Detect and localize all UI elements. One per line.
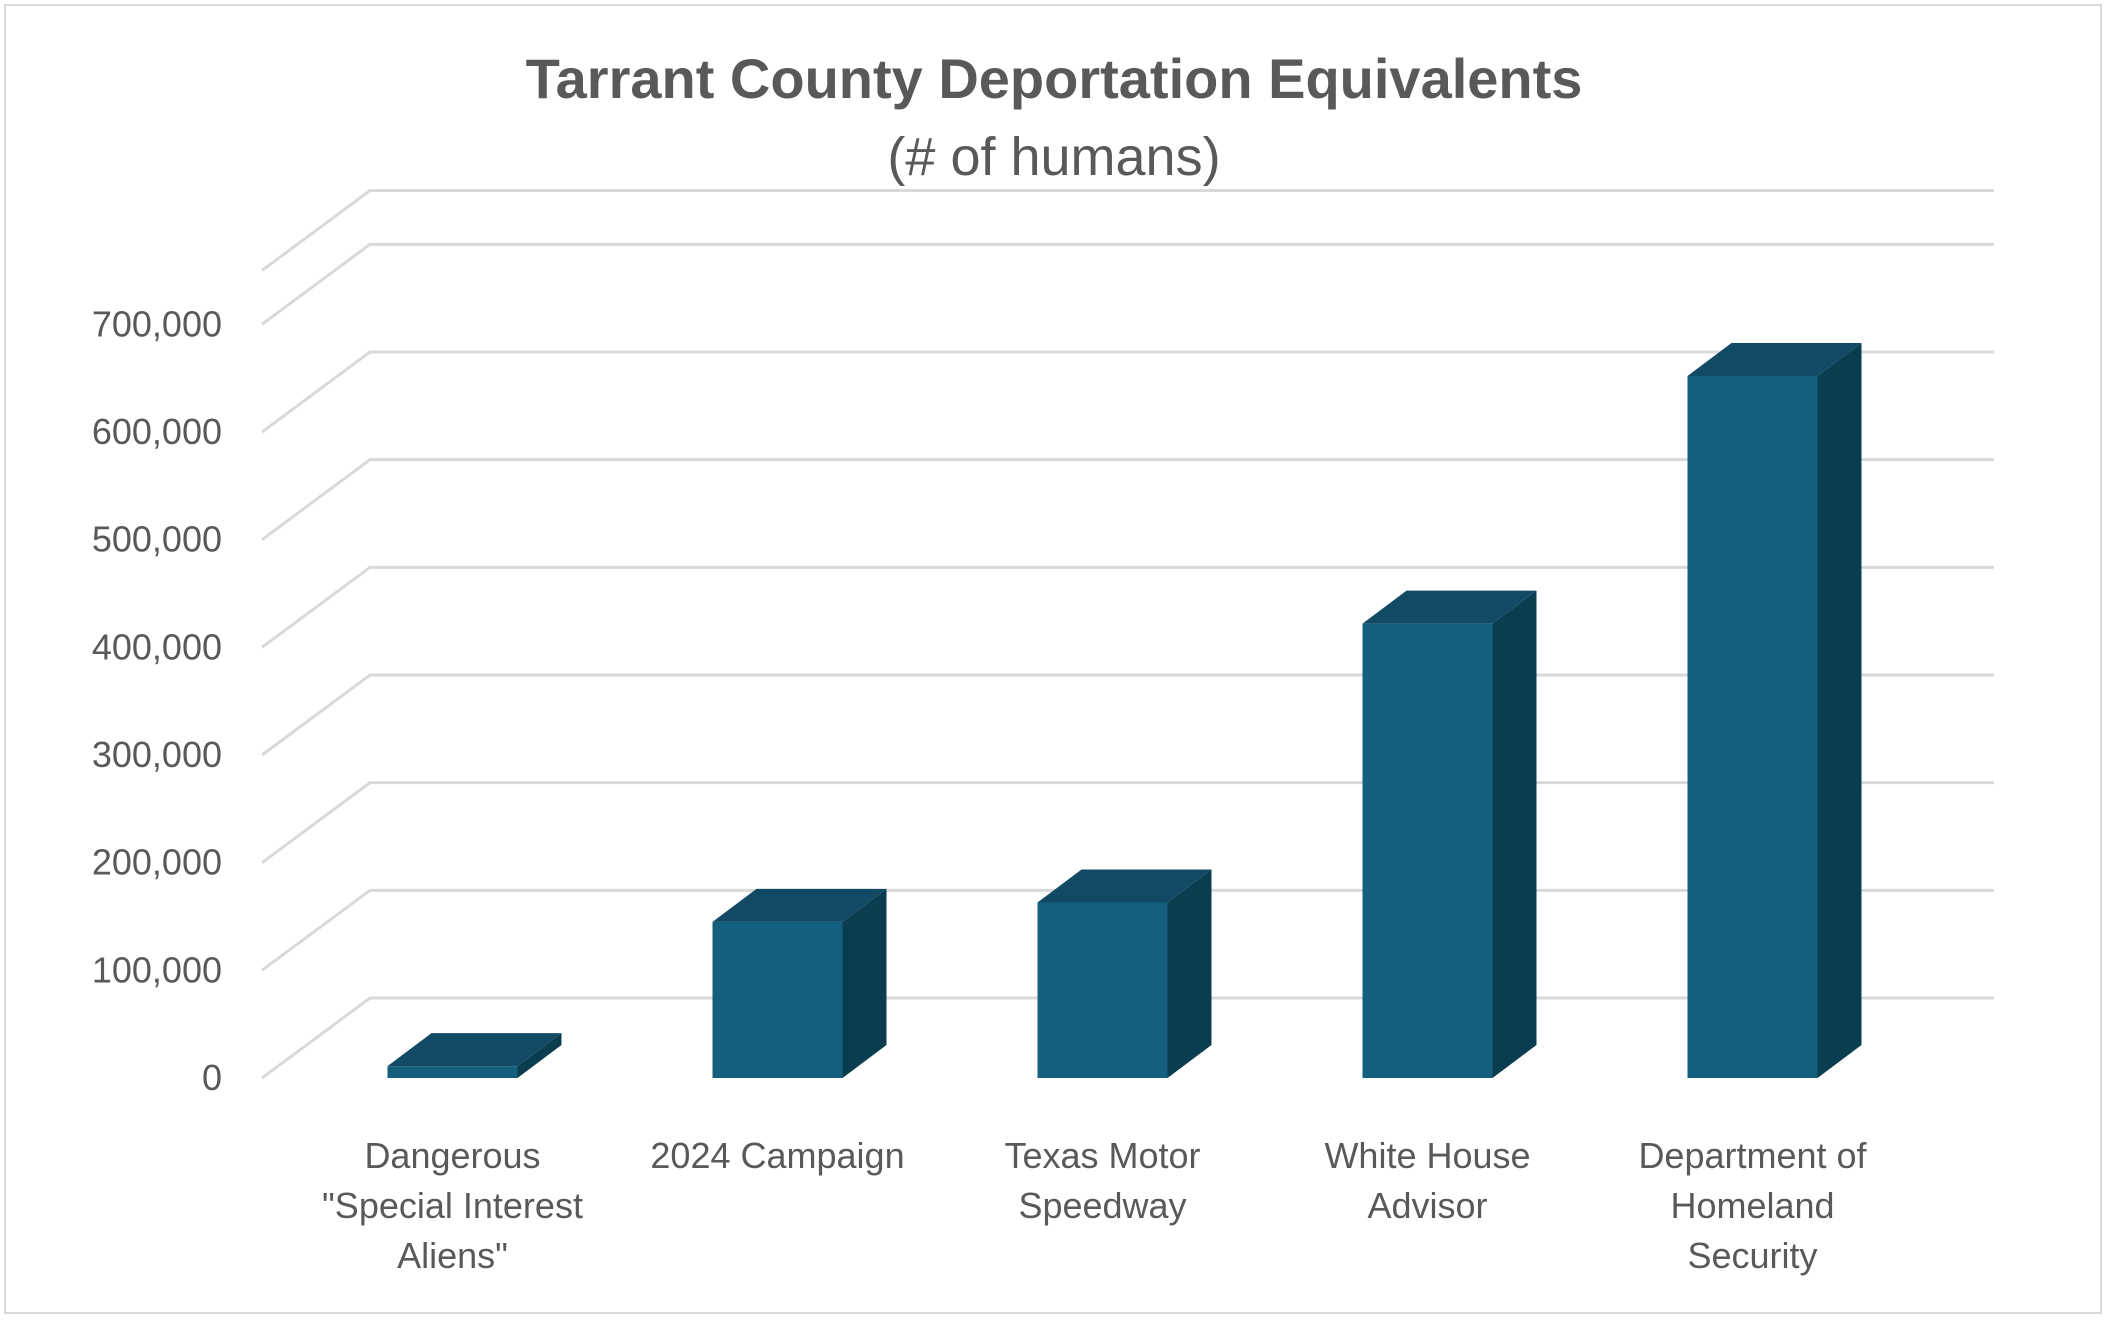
x-tick-label: 2024 Campaign xyxy=(618,1131,938,1181)
bar-side xyxy=(1167,869,1212,1078)
bar xyxy=(1037,869,1212,1078)
bar-front xyxy=(387,1066,518,1078)
gridline xyxy=(261,350,1994,434)
x-tick-label-line: Speedway xyxy=(1018,1185,1187,1226)
bar-side xyxy=(1817,343,1862,1079)
gridline xyxy=(261,458,1994,541)
x-tick-label: White House Advisor xyxy=(1268,1131,1588,1231)
chart-title: Tarrant County Deportation Equivalents xyxy=(525,47,1583,110)
bar-top xyxy=(387,1033,562,1067)
x-tick-label-line: Security xyxy=(1687,1235,1818,1276)
bar-top xyxy=(1037,869,1212,903)
x-tick-label-line: Aliens" xyxy=(397,1235,508,1276)
bars xyxy=(387,343,1862,1079)
x-tick-label-line: Texas Motor xyxy=(1004,1135,1201,1176)
bar-front xyxy=(1687,376,1818,1079)
bar-front xyxy=(1037,902,1168,1078)
x-tick-label-line: "Special Interest xyxy=(322,1185,583,1226)
y-tick-label: 0 xyxy=(202,1057,222,1098)
x-tick-label: Dangerous "Special Interest Aliens" xyxy=(293,1131,613,1281)
bar-side xyxy=(517,1033,562,1078)
bar-top xyxy=(712,888,887,922)
bar-front xyxy=(1362,623,1493,1078)
y-tick-label: 100,000 xyxy=(92,949,222,990)
bar xyxy=(1687,343,1862,1079)
bar-side xyxy=(842,888,887,1078)
y-tick-label: 700,000 xyxy=(92,303,222,344)
chart-subtitle: (# of humans) xyxy=(887,127,1221,187)
x-tick-label-line: Department of xyxy=(1638,1135,1867,1176)
x-tick-label-line: Homeland xyxy=(1670,1185,1835,1226)
bar xyxy=(712,888,887,1078)
gridline xyxy=(261,242,1994,326)
y-tick-label: 200,000 xyxy=(92,842,222,883)
y-axis-ticks: 0 100,000 200,000 300,000 400,000 500,000 600,… xyxy=(92,303,222,1098)
bar-top xyxy=(1362,590,1537,624)
y-tick-label: 600,000 xyxy=(92,411,222,452)
y-tick-label: 400,000 xyxy=(92,626,222,667)
bar xyxy=(387,1033,562,1078)
x-tick-label-line: Advisor xyxy=(1367,1185,1488,1226)
x-tick-label-line: Dangerous xyxy=(364,1135,541,1176)
gridline-top xyxy=(261,189,1994,272)
bar-front xyxy=(712,921,843,1078)
gridline xyxy=(261,565,1994,649)
bar-side xyxy=(1492,590,1537,1078)
y-tick-label: 300,000 xyxy=(92,734,222,775)
x-tick-label-line: White House xyxy=(1324,1135,1531,1176)
y-tick-label: 500,000 xyxy=(92,519,222,560)
bar xyxy=(1362,590,1537,1078)
x-tick-label-line: 2024 Campaign xyxy=(650,1135,905,1176)
x-tick-label: Department of Homeland Security xyxy=(1593,1131,1913,1281)
x-tick-label: Texas Motor Speedway xyxy=(943,1131,1263,1231)
bar-top xyxy=(1687,343,1862,377)
